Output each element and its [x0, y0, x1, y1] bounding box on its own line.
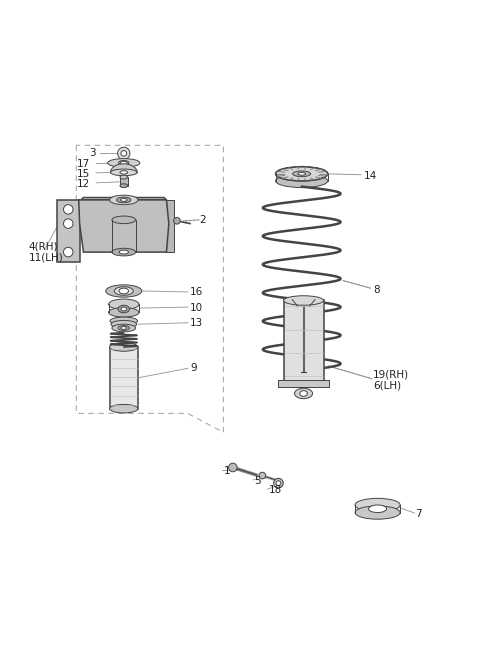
Ellipse shape — [117, 197, 131, 203]
Circle shape — [259, 472, 265, 479]
Ellipse shape — [369, 505, 386, 512]
Ellipse shape — [119, 288, 129, 294]
Ellipse shape — [112, 248, 136, 256]
Text: 16: 16 — [190, 287, 204, 297]
Ellipse shape — [106, 285, 142, 297]
Ellipse shape — [112, 324, 136, 332]
Circle shape — [121, 151, 127, 156]
Ellipse shape — [109, 404, 138, 413]
Ellipse shape — [110, 317, 137, 325]
Ellipse shape — [121, 327, 127, 329]
Ellipse shape — [276, 167, 328, 181]
Ellipse shape — [110, 169, 137, 176]
Circle shape — [63, 219, 73, 228]
Text: 15: 15 — [77, 169, 91, 179]
Text: 9: 9 — [190, 363, 197, 373]
Ellipse shape — [300, 390, 307, 396]
Text: 1: 1 — [223, 466, 230, 476]
Text: 18: 18 — [268, 485, 282, 495]
Ellipse shape — [120, 199, 127, 201]
Ellipse shape — [293, 171, 311, 176]
Ellipse shape — [284, 296, 324, 305]
Ellipse shape — [120, 161, 127, 165]
Circle shape — [274, 478, 283, 488]
Ellipse shape — [118, 325, 130, 331]
Polygon shape — [167, 200, 174, 252]
Ellipse shape — [120, 175, 128, 179]
Text: 17: 17 — [77, 159, 91, 169]
Polygon shape — [109, 347, 138, 409]
Polygon shape — [57, 200, 80, 262]
Ellipse shape — [108, 308, 139, 317]
Circle shape — [276, 481, 281, 485]
Text: 10: 10 — [190, 302, 204, 313]
Ellipse shape — [114, 287, 133, 295]
Ellipse shape — [355, 499, 400, 512]
Ellipse shape — [298, 173, 305, 175]
Circle shape — [228, 463, 237, 472]
Circle shape — [118, 147, 130, 159]
Polygon shape — [120, 177, 128, 186]
Text: 3: 3 — [89, 148, 96, 158]
Ellipse shape — [111, 320, 137, 328]
Polygon shape — [278, 380, 329, 387]
Ellipse shape — [109, 195, 138, 205]
Ellipse shape — [108, 299, 139, 310]
Text: 13: 13 — [190, 318, 204, 328]
Text: 2: 2 — [200, 215, 206, 225]
Ellipse shape — [119, 161, 129, 165]
Ellipse shape — [120, 184, 128, 188]
Ellipse shape — [119, 250, 129, 254]
Text: 8: 8 — [373, 285, 380, 295]
Text: 14: 14 — [363, 171, 377, 181]
Circle shape — [63, 247, 73, 257]
Text: 5: 5 — [254, 476, 261, 486]
Ellipse shape — [108, 159, 140, 167]
Ellipse shape — [109, 342, 138, 351]
Ellipse shape — [120, 171, 128, 174]
Ellipse shape — [118, 305, 130, 313]
Ellipse shape — [112, 216, 136, 224]
Circle shape — [63, 205, 73, 214]
Text: 7: 7 — [416, 509, 422, 519]
Text: 19(RH)
6(LH): 19(RH) 6(LH) — [373, 369, 409, 391]
Ellipse shape — [121, 307, 127, 311]
Polygon shape — [81, 197, 167, 200]
Text: 12: 12 — [77, 179, 91, 189]
Polygon shape — [284, 300, 324, 385]
Circle shape — [174, 217, 180, 224]
Ellipse shape — [276, 174, 328, 188]
Ellipse shape — [295, 388, 312, 399]
Ellipse shape — [355, 506, 400, 519]
Text: 4(RH)
11(LH): 4(RH) 11(LH) — [29, 241, 64, 263]
Polygon shape — [79, 200, 169, 252]
